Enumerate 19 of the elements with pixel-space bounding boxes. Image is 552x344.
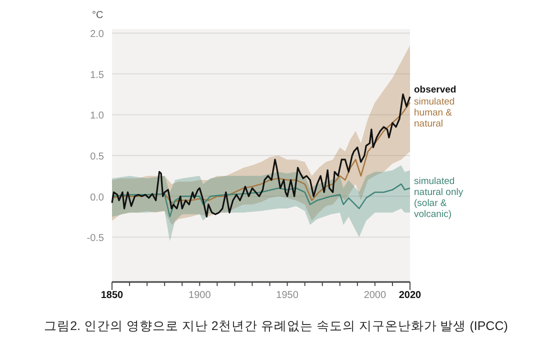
x-tick-label: 2020 — [398, 290, 422, 301]
series-label: simulated natural only (solar & volcanic) — [414, 176, 464, 220]
line-series — [111, 102, 411, 204]
series-label: observed — [414, 84, 456, 96]
y-tick-label: 1.0 — [90, 110, 104, 122]
line-series — [111, 93, 411, 218]
y-axis-title: °C — [92, 10, 104, 21]
caption: 그림2. 인간의 영향으로 지난 2천년간 유례없는 속도의 지구온난화가 발생 (IPCC) — [44, 319, 508, 333]
x-tick-label: 1850 — [100, 290, 124, 301]
y-tick-label: 1.5 — [90, 70, 104, 81]
x-tick-label: 1950 — [276, 290, 299, 301]
line-series — [111, 183, 411, 218]
y-tick-label: 0.5 — [90, 152, 104, 162]
y-tick-label: 2.0 — [90, 29, 104, 40]
x-tick-label: 2000 — [364, 290, 386, 301]
y-tick-label: 0.0 — [90, 192, 104, 204]
y-tick-label: -0.5 — [86, 233, 104, 244]
series-label: simulated human & natural — [414, 96, 455, 130]
x-tick-label: 1900 — [188, 290, 212, 301]
